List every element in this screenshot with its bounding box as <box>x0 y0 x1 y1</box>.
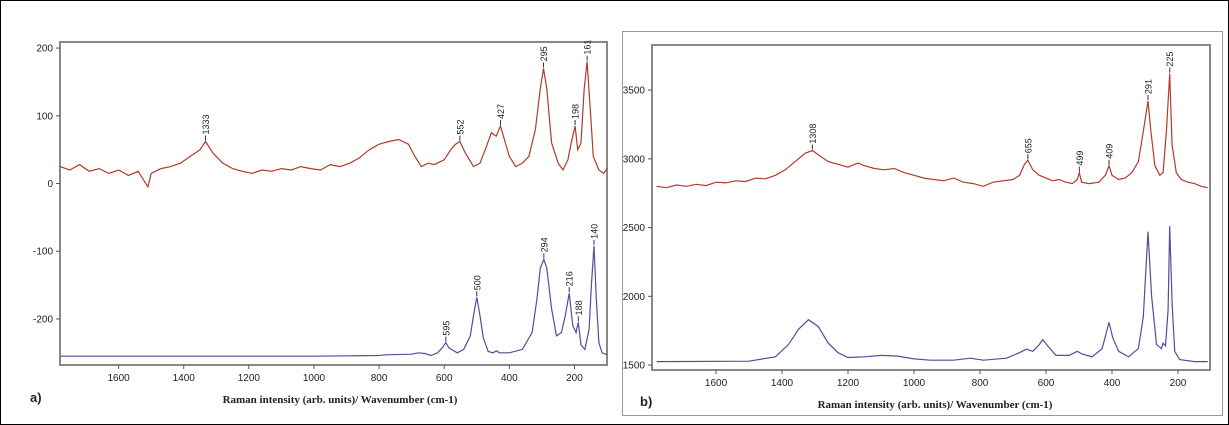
peak-label: 595 <box>441 321 451 336</box>
x-tick-label: 1000 <box>903 378 926 389</box>
x-tick-label: 1400 <box>173 373 196 384</box>
y-tick-label: 2000 <box>623 292 646 303</box>
peak-label: 225 <box>1165 52 1175 67</box>
x-tick-label: 200 <box>566 373 583 384</box>
peak-label: 140 <box>589 224 599 239</box>
y-tick-label: 0 <box>47 179 53 190</box>
peak-label: 552 <box>455 120 465 135</box>
peak-label: 291 <box>1143 79 1153 94</box>
peak-label: 1333 <box>201 115 211 135</box>
peak-label: 499 <box>1075 151 1085 166</box>
peak-label: 188 <box>574 300 584 315</box>
peak-label: 500 <box>472 275 482 290</box>
spectrum-line <box>656 226 1208 363</box>
x-tick-label: 1200 <box>238 373 261 384</box>
x-tick-label: 200 <box>1170 378 1187 389</box>
x-tick-label: 800 <box>371 373 388 384</box>
plot-area <box>651 44 1211 371</box>
plot-area <box>59 41 608 366</box>
spectrum-line <box>60 245 608 357</box>
peak-label: 198 <box>571 104 581 119</box>
x-tick-label: 1400 <box>771 378 794 389</box>
x-tick-label: 400 <box>501 373 518 384</box>
y-tick-label: -200 <box>33 314 53 325</box>
peak-label: 427 <box>496 104 506 119</box>
x-tick-label: 800 <box>972 378 989 389</box>
x-tick-label: 600 <box>436 373 453 384</box>
x-tick-label: 1000 <box>303 373 326 384</box>
x-tick-label: 400 <box>1104 378 1121 389</box>
x-tick-label: 1600 <box>107 373 130 384</box>
y-tick-label: 200 <box>36 44 53 55</box>
peak-label: 216 <box>565 271 575 286</box>
y-tick-label: 2500 <box>623 223 646 234</box>
y-tick-label: 3500 <box>623 86 646 97</box>
panel-label: b) <box>640 394 652 409</box>
y-tick-label: 3000 <box>623 154 646 165</box>
spectrum-line <box>656 73 1208 189</box>
peak-label: 655 <box>1023 138 1033 153</box>
peak-label: 409 <box>1105 144 1115 159</box>
y-tick-label: 100 <box>36 111 53 122</box>
x-axis-label: Raman intensity (arb. units)/ Wavenumber… <box>818 399 1053 411</box>
x-axis-label: Raman intensity (arb. units)/ Wavenumber… <box>223 394 458 406</box>
x-tick-label: 1200 <box>837 378 860 389</box>
peak-label: 1308 <box>808 124 818 144</box>
spectrum-line <box>59 61 608 189</box>
peak-label: 295 <box>539 46 549 61</box>
panel-label: a) <box>30 390 42 405</box>
y-tick-label: -100 <box>33 247 53 258</box>
peak-label: 161 <box>583 40 593 55</box>
x-tick-label: 600 <box>1038 378 1055 389</box>
y-tick-label: 1500 <box>623 361 646 372</box>
x-tick-label: 1600 <box>705 378 728 389</box>
peak-label: 294 <box>539 237 549 252</box>
panel-border <box>622 31 1223 416</box>
